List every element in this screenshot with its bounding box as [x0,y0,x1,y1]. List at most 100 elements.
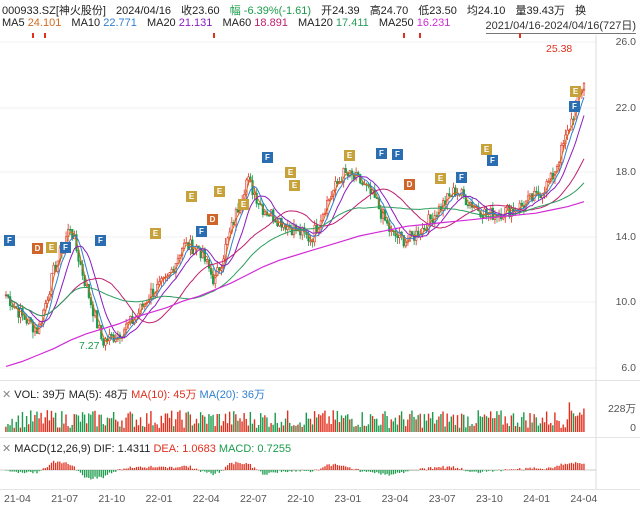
event-marker[interactable] [32,33,34,38]
event-e-icon[interactable]: E [481,144,492,155]
event-e-icon[interactable]: E [570,86,581,97]
event-f-icon[interactable]: F [196,226,207,237]
event-e-icon[interactable]: E [238,199,249,210]
event-e-icon[interactable]: E [214,186,225,197]
macd-bar [411,469,413,471]
candle-body [114,338,117,342]
macd-bar [193,468,196,470]
volume-bar [324,410,326,432]
volume-bar [363,425,366,432]
macd-bar [537,468,540,470]
macd-bar [488,470,490,471]
macd-bar [59,461,61,470]
volume-bar [313,411,316,432]
volume-bar [81,412,84,432]
macd-bar [498,469,500,471]
event-marker[interactable] [403,33,405,38]
volume-bar [413,416,415,432]
macd-bar [110,470,113,474]
event-d-icon[interactable]: D [404,179,415,190]
volume-bar [104,425,107,432]
event-f-icon[interactable]: F [569,101,580,112]
event-f-icon[interactable]: F [487,155,498,166]
macd-bar [119,469,121,470]
event-f-icon[interactable]: F [95,235,106,246]
event-d-icon[interactable]: D [32,243,43,254]
event-marker[interactable] [44,33,46,38]
candle-body [396,235,399,238]
event-e-icon[interactable]: E [285,167,296,178]
volume-bar [454,424,457,432]
macd-bar [510,469,513,470]
volume-bar [492,418,494,432]
collapse-icon[interactable]: ✕ [2,443,12,455]
candle-body [539,194,542,199]
volume-bar [328,416,330,432]
volume-bar [94,410,96,432]
macd-bar [154,467,156,470]
macd-bar [570,462,573,470]
volume-bar [44,417,46,432]
volume-bar [469,425,471,432]
collapse-icon[interactable]: ✕ [2,389,12,401]
candle-body [158,281,161,285]
volume-bar [481,416,484,432]
event-marker[interactable] [213,33,215,38]
volume-bar [405,426,407,432]
event-e-icon[interactable]: E [186,191,197,202]
date-range-selector[interactable]: 2021/04/16-2024/04/16(727日) [485,17,636,34]
volume-bar [417,415,419,432]
volume-bar [50,410,53,432]
macd-dea: DEA: 1.0683 [153,443,216,455]
macd-bar [322,467,324,470]
macd-bar [529,467,531,470]
volume-bar [199,412,202,432]
event-e-icon[interactable]: E [289,180,300,191]
candle-body [247,176,250,181]
event-f-icon[interactable]: F [4,235,15,246]
volume-bar [357,424,359,432]
volume-bar [525,420,527,432]
event-f-icon[interactable]: F [262,152,273,163]
macd-bar [125,468,127,470]
volume-bar [210,416,212,432]
candle-body [257,203,260,205]
macd-bar [461,467,463,470]
event-f-icon[interactable]: F [456,172,467,183]
macd-bar [523,470,525,471]
volume-bar [75,414,78,432]
event-marker[interactable] [419,33,421,38]
candle-body [454,187,457,196]
macd-bar [166,468,169,470]
event-f-icon[interactable]: F [60,242,71,253]
volume-bar [386,416,388,432]
event-e-icon[interactable]: E [435,173,446,184]
volume-bar [425,420,428,432]
stock-code[interactable]: 000933.SZ[神火股份] [2,5,106,17]
macd-bar [210,470,212,474]
event-f-icon[interactable]: F [376,148,387,159]
event-d-icon[interactable]: D [207,214,218,225]
x-tick: 24-01 [523,493,551,505]
volume-bar [423,414,426,432]
event-e-icon[interactable]: E [46,242,57,253]
macd-bar [26,470,28,473]
macd-bar [98,470,100,477]
event-marker[interactable] [519,33,521,38]
event-e-icon[interactable]: E [344,150,355,161]
y-tick: 22.0 [615,102,636,114]
macd-bar [359,470,361,472]
event-f-icon[interactable]: F [392,149,403,160]
event-e-icon[interactable]: E [150,228,161,239]
volume-bar [436,419,438,432]
candle-body [344,168,347,174]
macd-bar [394,470,397,474]
volume-bar [110,418,113,432]
macd-bar [73,466,75,470]
volume-bar [270,423,272,432]
macd-bar [365,470,368,472]
macd-bar [560,463,562,470]
candle-body [131,315,134,324]
ma60-value: 18.891 [254,17,288,29]
